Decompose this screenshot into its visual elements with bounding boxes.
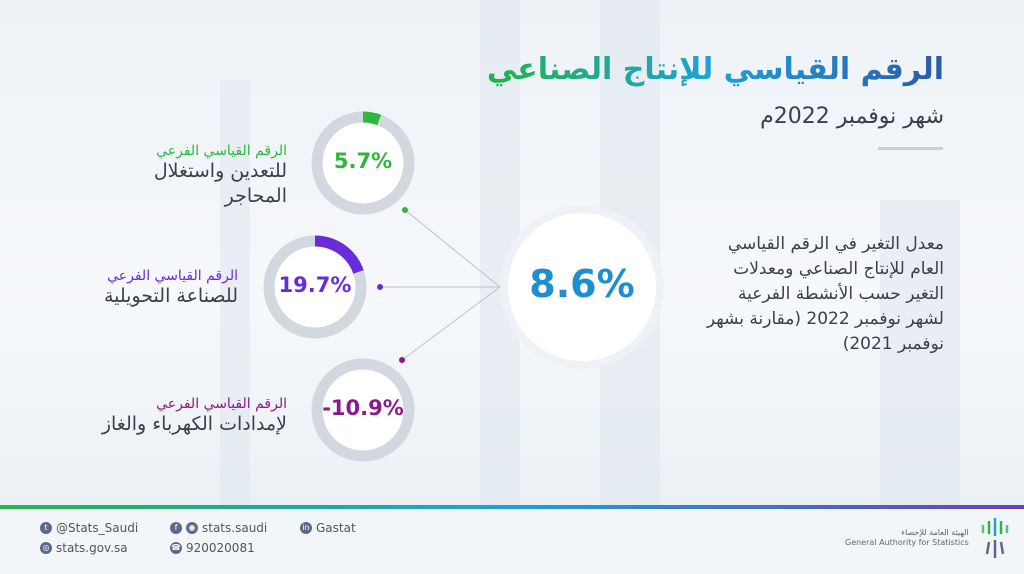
instagram-icon: ◉ — [186, 522, 198, 534]
phone-icon: ☎ — [170, 542, 182, 554]
page-title: الرقم القياسي للإنتاج الصناعي — [486, 52, 944, 87]
index-label-electricity: الرقم القياسي الفرعي لإمدادات الكهرباء و… — [101, 396, 287, 435]
globe-icon: ◎ — [40, 542, 52, 554]
index-label-manufacturing: الرقم القياسي الفرعي للصناعة التحويلية — [103, 268, 238, 307]
twitter-icon: t — [40, 522, 52, 534]
facebook-icon: f — [170, 522, 182, 534]
connector-dot-mining — [402, 207, 408, 213]
connector-line — [401, 286, 501, 361]
gastat-logo-icon — [981, 518, 1009, 558]
gastat-logo: الهيئة العامة للإحصاء General Authority f… — [845, 516, 1013, 560]
connector-dot-manufacturing — [377, 284, 383, 290]
description: معدل التغير في الرقم القياسي العام للإنت… — [706, 234, 944, 354]
index-value-mining: 5.7% — [333, 149, 393, 173]
ring-track-electricity — [311, 358, 415, 462]
ring-progress-mining — [362, 111, 382, 126]
footer-gradient-bar — [0, 505, 1024, 509]
connector-dot-electricity — [399, 357, 405, 363]
index-label-mining: الرقم القياسي الفرعي للتعدين واستغلال ال… — [153, 143, 287, 207]
rings-diagram — [263, 111, 656, 462]
page-subtitle: شهر نوفمبر 2022م — [760, 104, 944, 129]
phone-link[interactable]: ☎ 920020081 — [170, 541, 255, 555]
background — [0, 0, 1024, 505]
website-link[interactable]: ◎ stats.gov.sa — [40, 541, 128, 555]
index-value-electricity: -10.9% — [322, 396, 404, 420]
divider — [878, 147, 943, 150]
linkedin-icon: in — [300, 522, 312, 534]
social-link[interactable]: f ◉ stats.saudi — [170, 521, 267, 535]
linkedin-link[interactable]: in Gastat — [300, 521, 356, 535]
connector-line — [404, 209, 501, 288]
overall-value: 8.6% — [529, 262, 635, 306]
overall-circle — [508, 213, 656, 361]
twitter-link[interactable]: t @Stats_Saudi — [40, 521, 138, 535]
ring-progress-manufacturing — [314, 235, 364, 274]
index-value-manufacturing: 19.7% — [278, 273, 352, 297]
